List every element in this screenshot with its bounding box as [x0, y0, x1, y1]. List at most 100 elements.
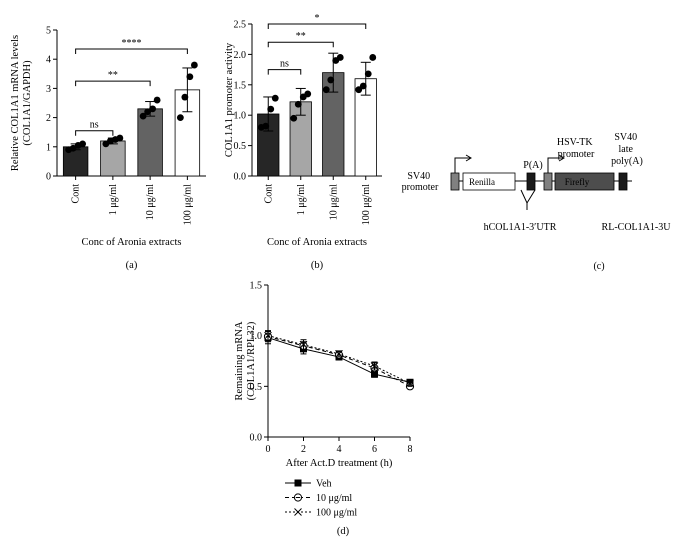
- hsv-promoter-arrowhead: [558, 154, 565, 162]
- x-tick-label: 6: [372, 444, 377, 455]
- y-tick-label: 1.0: [250, 331, 263, 342]
- marker-square: [371, 370, 378, 378]
- sv40-late-polya-label: SV40 late poly(A): [611, 132, 643, 167]
- data-point: [262, 122, 270, 130]
- x-tick-label: 100 μg/ml: [182, 184, 193, 225]
- x-tick-label: 0: [266, 444, 271, 455]
- y-tick-label: 5: [46, 26, 51, 37]
- significance-bracket: [75, 80, 151, 87]
- data-point: [369, 54, 377, 61]
- x-axis-label: Conc of Aronia extracts: [267, 237, 367, 248]
- marker-cross: [299, 340, 308, 349]
- y-tick-label: 1.5: [234, 80, 247, 91]
- x-tick-label: Cont: [263, 184, 274, 204]
- hsv-promoter-arrow: [547, 157, 563, 173]
- data-point: [149, 105, 157, 113]
- data-point: [294, 100, 302, 108]
- data-point: [359, 82, 367, 90]
- x-tick-label: 8: [408, 444, 413, 455]
- data-point: [176, 114, 184, 121]
- panel-c-label: (c): [593, 261, 604, 272]
- construct-name-label: RL-COL1A1-3U: [602, 222, 672, 233]
- chart-panel-d: 0.0 0.5 1.0 1.5 0 2 4 6 8 Veh 10 μg/ml 100 μg/ml Rem…: [234, 281, 415, 537]
- data-point: [336, 54, 344, 61]
- panel-label: (a): [126, 260, 138, 271]
- significance-label: **: [296, 31, 306, 42]
- y-axis-label: COL1A1 promoter activity: [224, 42, 235, 157]
- significance-bracket: [75, 130, 114, 136]
- data-point: [364, 70, 372, 78]
- series-cross: [264, 330, 414, 388]
- data-point: [190, 61, 198, 69]
- y-axis-label: Remaining mRNA(COL1A1/RPL32): [234, 321, 257, 400]
- bar: [62, 146, 89, 177]
- marker-square: [294, 479, 302, 487]
- series-circle: [263, 331, 415, 391]
- significance-bracket: [267, 23, 367, 29]
- y-axis-label-line: Relative COL1A1 mRNA levels: [10, 35, 21, 171]
- data-point: [69, 144, 77, 152]
- y-tick-label: 0: [46, 172, 51, 183]
- y-tick-label: 1.0: [234, 111, 247, 122]
- data-point: [355, 86, 363, 94]
- marker-cross: [370, 362, 379, 370]
- significance-bracket: [267, 69, 302, 75]
- panel-label: (d): [337, 526, 350, 537]
- x-tick-label: 10 μg/ml: [145, 184, 156, 220]
- y-tick-label: 2: [46, 113, 51, 124]
- y-axis-label-line: Remaining mRNA: [234, 321, 245, 400]
- sv40-promoter-label: SV40 promoter: [402, 171, 439, 193]
- x-axis-label: After Act.D treatment (h): [286, 458, 393, 469]
- hsv-tk-promoter-box: [543, 172, 553, 191]
- significance-bracket: [267, 41, 334, 48]
- data-point: [186, 73, 194, 81]
- renilla-box: [462, 172, 516, 191]
- renilla-label: Renilla: [469, 177, 495, 187]
- x-tick-label: 4: [337, 444, 342, 455]
- y-tick-label: 1.5: [250, 281, 263, 292]
- significance-label: **: [108, 70, 118, 81]
- data-point: [79, 140, 87, 148]
- y-tick-label: 0.0: [234, 172, 247, 183]
- y-tick-label: 2.5: [234, 20, 247, 31]
- y-tick-label: 4: [46, 55, 51, 66]
- significance-bracket: [75, 48, 188, 54]
- sv40-late-polya-box: [618, 172, 628, 191]
- x-tick-label: 1 μg/ml: [296, 184, 307, 215]
- hsv-tk-promoter-label: HSV-TK promoter: [557, 137, 595, 160]
- x-tick-label: 10 μg/ml: [328, 184, 339, 220]
- marker-cross: [335, 350, 343, 358]
- legend-label: 10 μg/ml: [316, 493, 352, 504]
- legend-label: 100 μg/ml: [316, 508, 357, 519]
- y-axis-label: Relative COL1A1 mRNA levels(COL1A1/GAPDH…: [10, 35, 33, 171]
- utr-label: hCOL1A1-3′UTR: [484, 222, 557, 233]
- significance-label: *: [315, 13, 320, 24]
- data-point: [139, 112, 147, 120]
- data-point: [181, 93, 189, 101]
- y-axis-label-line: (COL1A1/GAPDH): [22, 60, 33, 146]
- data-point: [304, 90, 312, 98]
- data-point: [267, 105, 275, 113]
- marker-cross: [406, 379, 414, 388]
- panel-label: (b): [311, 260, 324, 271]
- data-point: [116, 134, 124, 142]
- y-tick-label: 0.5: [250, 382, 263, 393]
- chart-panel-b: 0.0 0.5 1.0 1.5 2.0 2.5 Cont 1 μg/ml 10 μg/ml 100…: [224, 13, 382, 271]
- legend-label: Veh: [316, 479, 332, 490]
- polya-label: P(A): [523, 160, 542, 171]
- x-tick-label: 1 μg/ml: [108, 184, 119, 215]
- x-axis-label: Conc of Aronia extracts: [81, 237, 181, 248]
- firefly-label: Firefly: [565, 177, 590, 187]
- utr-box: [526, 172, 536, 191]
- significance-label: ****: [122, 38, 142, 49]
- utr-bracket: [520, 189, 536, 205]
- y-tick-label: 0.0: [250, 433, 263, 444]
- sv40-promoter-box: [450, 172, 460, 191]
- y-tick-label: 3: [46, 84, 51, 95]
- construct-diagram: SV40 promoter Renilla Firefly P(A) HSV-T…: [402, 132, 672, 272]
- sv40-promoter-arrow: [454, 157, 470, 173]
- data-point: [271, 94, 279, 102]
- significance-label: ns: [280, 59, 289, 70]
